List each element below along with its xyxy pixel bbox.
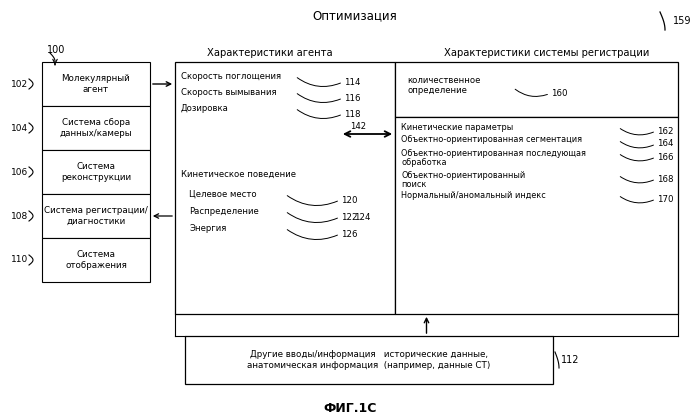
Text: 110: 110 (10, 256, 28, 264)
Text: 159: 159 (673, 16, 691, 26)
Text: 112: 112 (561, 355, 579, 365)
Text: 124: 124 (354, 213, 370, 221)
Text: Распределение: Распределение (189, 206, 259, 216)
Bar (395, 62, 678, 117)
Text: Целевое место: Целевое место (189, 189, 257, 198)
Text: 164: 164 (657, 140, 674, 148)
Bar (185, 336, 553, 384)
Text: 166: 166 (657, 153, 674, 161)
Text: 108: 108 (10, 211, 28, 221)
Text: 102: 102 (11, 80, 28, 88)
Text: Скорость поглощения: Скорость поглощения (181, 71, 281, 80)
Text: 122: 122 (341, 213, 357, 221)
Text: Другие вводы/информация   исторические данные,
анатомическая информация  (наприм: Другие вводы/информация исторические дан… (247, 350, 491, 370)
Text: 106: 106 (10, 168, 28, 176)
Text: 168: 168 (657, 174, 674, 183)
Bar (175, 62, 395, 314)
Text: количественное
определение: количественное определение (407, 76, 480, 95)
Text: 114: 114 (344, 78, 361, 86)
Bar (395, 117, 678, 314)
Text: Оптимизация: Оптимизация (312, 10, 397, 23)
Text: Система сбора
данных/камеры: Система сбора данных/камеры (59, 118, 132, 138)
Text: 142: 142 (350, 121, 366, 131)
Text: поиск: поиск (401, 179, 426, 188)
Text: Кинетические параметры: Кинетические параметры (401, 123, 513, 131)
Text: 120: 120 (341, 196, 357, 204)
Text: Объектно-ориентированная сегментация: Объектно-ориентированная сегментация (401, 136, 582, 145)
Text: Нормальный/аномальный индекс: Нормальный/аномальный индекс (401, 191, 546, 199)
Text: ФИГ.1С: ФИГ.1С (324, 402, 377, 414)
Text: обработка: обработка (401, 158, 447, 166)
Text: Молекулярный
агент: Молекулярный агент (62, 74, 131, 94)
Text: Скорость вымывания: Скорость вымывания (181, 88, 277, 96)
Bar (42, 106, 150, 150)
Text: 100: 100 (47, 45, 66, 55)
Text: 162: 162 (657, 126, 674, 136)
Text: Кинетическое поведение: Кинетическое поведение (181, 169, 296, 178)
Text: 126: 126 (341, 229, 357, 239)
Text: Система
реконструкции: Система реконструкции (61, 162, 131, 182)
Text: 104: 104 (11, 123, 28, 133)
Text: Объектно-ориентированная последующая: Объектно-ориентированная последующая (401, 148, 586, 158)
Text: Энергия: Энергия (189, 224, 226, 233)
Bar (42, 238, 150, 282)
Text: 160: 160 (551, 89, 568, 98)
Text: Объектно-ориентированный: Объектно-ориентированный (401, 171, 525, 179)
Text: 170: 170 (657, 194, 674, 203)
Bar (42, 194, 150, 238)
Text: 118: 118 (344, 110, 361, 118)
Text: Характеристики агента: Характеристики агента (207, 48, 333, 58)
Bar (42, 62, 150, 106)
Text: Система регистрации/
диагностики: Система регистрации/ диагностики (44, 206, 148, 226)
Text: Дозировка: Дозировка (181, 103, 229, 113)
Text: 116: 116 (344, 93, 361, 103)
Bar (42, 150, 150, 194)
Text: Характеристики системы регистрации: Характеристики системы регистрации (444, 48, 649, 58)
Text: Система
отображения: Система отображения (65, 250, 127, 270)
